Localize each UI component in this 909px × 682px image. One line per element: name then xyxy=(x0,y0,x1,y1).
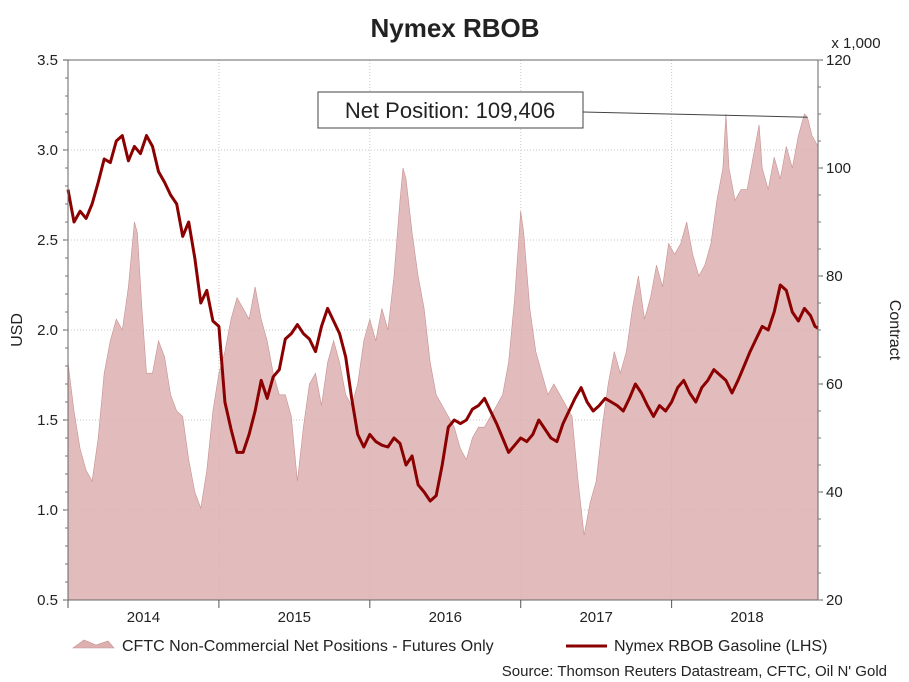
source-note: Source: Thomson Reuters Datastream, CFTC… xyxy=(502,663,887,680)
x-axis: 2014 2015 2016 2017 2018 xyxy=(67,600,764,626)
right-tick-label: 120 xyxy=(826,52,851,69)
annotation-text: Net Position: 109,406 xyxy=(345,98,555,123)
y-right-axis-label: Contract xyxy=(886,300,903,361)
x-tick-label: 2017 xyxy=(579,609,612,626)
series-area-net-positions xyxy=(67,113,819,601)
right-tick-label: 80 xyxy=(826,268,843,285)
x-tick-label: 2018 xyxy=(730,609,763,626)
legend-label-line: Nymex RBOB Gasoline (LHS) xyxy=(614,638,827,655)
chart-title: Nymex RBOB xyxy=(370,13,539,43)
legend-swatch-area xyxy=(72,639,115,649)
annotation-box xyxy=(317,91,584,129)
x-tick-label: 2016 xyxy=(429,609,462,626)
right-tick-label: 20 xyxy=(826,592,843,609)
right-tick-label: 40 xyxy=(826,484,843,501)
y-right-multiplier: x 1,000 xyxy=(831,35,880,52)
legend-label-area: CFTC Non-Commercial Net Positions - Futu… xyxy=(122,638,494,655)
left-tick-label: 1.0 xyxy=(37,502,58,519)
left-tick-label: 0.5 xyxy=(37,592,58,609)
left-tick-label: 1.5 xyxy=(37,412,58,429)
x-tick-label: 2014 xyxy=(127,609,160,626)
left-tick-label: 3.5 xyxy=(37,52,58,69)
y-left-axis-label: USD xyxy=(9,313,26,347)
left-tick-label: 3.0 xyxy=(37,142,58,159)
right-axis: 20 40 60 80 100 120 xyxy=(818,52,851,609)
left-tick-label: 2.0 xyxy=(37,322,58,339)
annotation-leader xyxy=(582,111,808,118)
left-tick-label: 2.5 xyxy=(37,232,58,249)
series-line-rbob-price xyxy=(66,134,819,503)
right-tick-label: 100 xyxy=(826,160,851,177)
left-axis: 0.5 1.0 1.5 2.0 2.5 3.0 3.5 xyxy=(37,52,68,609)
right-tick-label: 60 xyxy=(826,376,843,393)
legend: CFTC Non-Commercial Net Positions - Futu… xyxy=(72,638,827,655)
x-tick-label: 2015 xyxy=(278,609,311,626)
